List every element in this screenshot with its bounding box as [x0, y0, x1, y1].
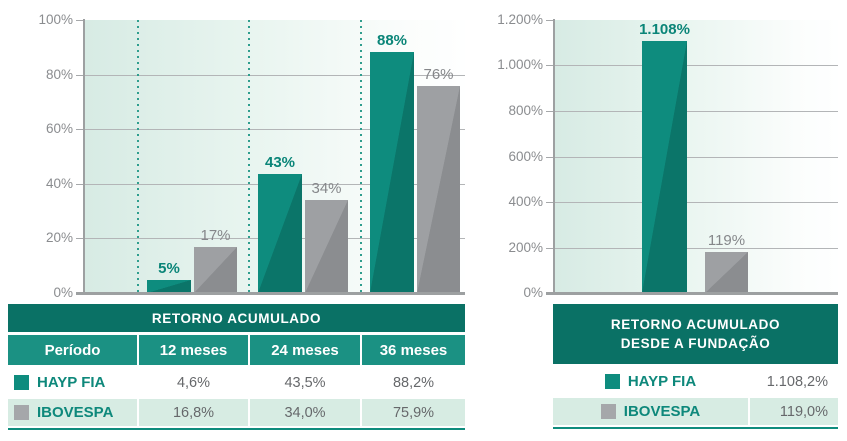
axis-tick	[76, 129, 84, 130]
group-separator-line	[360, 20, 362, 293]
axis-tick	[546, 20, 554, 21]
hayp-fia-label: HAYP FIA	[627, 373, 697, 390]
bar-ibovespa-total	[705, 252, 748, 293]
bar-ibovespa-12-meses	[194, 247, 237, 293]
ibovespa-label: IBOVESPA	[623, 403, 701, 420]
axis-tick	[76, 20, 84, 21]
hayp-fia-total-value: 1.108,2%	[750, 367, 838, 396]
axis-tick	[76, 184, 84, 185]
bar-value-label-ibovespa-36-meses: 76%	[423, 66, 454, 83]
ibovespa-row: IBOVESPA 16,8% 34,0% 75,9%	[8, 399, 465, 426]
y-axis-label: 100%	[38, 12, 73, 27]
y-axis-label: 800%	[508, 103, 543, 118]
cumulative-return-chart: 0% 20% 40% 60% 80% 100% 5% 17% 43% 34% 88% 76%	[38, 12, 465, 300]
y-axis-label: 80%	[45, 67, 73, 82]
y-axis-line	[553, 19, 555, 294]
bar-hayp-fia-24-meses	[258, 174, 302, 293]
cumulative-return-table: RETORNO ACUMULADO Período 12 meses 24 me…	[8, 304, 465, 430]
hayp-fia-12m-value: 4,6%	[139, 368, 248, 397]
axis-tick	[546, 111, 554, 112]
hayp-fia-row: HAYP FIA 1.108,2%	[553, 367, 838, 396]
y-axis-label: 40%	[45, 176, 73, 191]
table-header-row: Período 12 meses 24 meses 36 meses	[8, 335, 465, 365]
table-title-line1: RETORNO ACUMULADO	[610, 317, 781, 332]
group-separator-line	[248, 20, 250, 293]
hayp-fia-36m-value: 88,2%	[362, 368, 465, 397]
ibovespa-label: IBOVESPA	[37, 404, 114, 421]
12-meses-column-header: 12 meses	[139, 335, 248, 365]
gridline	[555, 157, 838, 158]
36-meses-column-header: 36 meses	[362, 335, 465, 365]
table-title-line2: DESDE A FUNDAÇÃO	[620, 336, 771, 351]
bar-value-label-hayp-fia-12-meses: 5%	[158, 260, 180, 277]
y-axis-label: 60%	[45, 121, 73, 136]
since-inception-chart: 0% 200% 400% 600% 800% 1.000% 1.200% 1.108% 119%	[497, 12, 838, 300]
bar-value-label-hayp-fia-total: 1.108%	[639, 21, 690, 38]
axis-tick	[546, 65, 554, 66]
ibovespa-total-value: 119,0%	[750, 398, 838, 425]
gridline	[85, 129, 465, 130]
ibovespa-row: IBOVESPA 119,0%	[553, 398, 838, 425]
y-axis-label: 0%	[53, 285, 73, 300]
gridline	[555, 202, 838, 203]
y-axis-line	[83, 19, 85, 294]
gridline	[85, 75, 465, 76]
gridline	[555, 248, 838, 249]
since-inception-table: RETORNO ACUMULADO DESDE A FUNDAÇÃO HAYP …	[553, 304, 838, 429]
y-axis-label: 1.000%	[497, 57, 543, 72]
bar-hayp-fia-12-meses	[147, 280, 191, 293]
bar-value-label-ibovespa-12-meses: 17%	[200, 227, 231, 244]
table-underline	[553, 427, 838, 429]
x-axis-line	[76, 292, 465, 295]
bar-value-label-hayp-fia-36-meses: 88%	[376, 32, 408, 49]
x-axis-line	[546, 292, 838, 295]
y-axis-label: 200%	[508, 240, 543, 255]
table-title: RETORNO ACUMULADO DESDE A FUNDAÇÃO	[553, 304, 838, 364]
group-separator-line	[137, 20, 139, 293]
hayp-fia-row: HAYP FIA 4,6% 43,5% 88,2%	[8, 368, 465, 397]
y-axis-label: 20%	[45, 230, 73, 245]
table-title: RETORNO ACUMULADO	[8, 304, 465, 332]
ibovespa-12m-value: 16,8%	[139, 399, 248, 426]
hayp-fia-label: HAYP FIA	[37, 374, 106, 391]
axis-tick	[546, 157, 554, 158]
hayp-fia-legend-swatch	[14, 375, 29, 390]
period-column-header: Período	[8, 335, 137, 365]
ibovespa-24m-value: 34,0%	[250, 399, 360, 426]
bar-hayp-fia-total	[642, 41, 687, 293]
gridline	[555, 65, 838, 66]
bar-value-label-ibovespa-total: 119%	[707, 232, 746, 249]
axis-tick	[546, 248, 554, 249]
bar-ibovespa-24-meses	[305, 200, 348, 293]
bar-value-label-hayp-fia-24-meses: 43%	[264, 154, 296, 171]
gridline	[555, 111, 838, 112]
axis-tick	[76, 238, 84, 239]
y-axis-label: 400%	[508, 194, 543, 209]
axis-tick	[76, 75, 84, 76]
ibovespa-legend-swatch	[600, 404, 616, 419]
hayp-fia-legend-swatch	[604, 374, 620, 389]
ibovespa-legend-swatch	[14, 405, 29, 420]
axis-tick	[546, 202, 554, 203]
ibovespa-36m-value: 75,9%	[362, 399, 465, 426]
bar-ibovespa-36-meses	[417, 86, 460, 293]
bar-hayp-fia-36-meses	[370, 52, 414, 293]
y-axis-label: 600%	[508, 149, 543, 164]
hayp-fia-24m-value: 43,5%	[250, 368, 360, 397]
bar-value-label-ibovespa-24-meses: 34%	[311, 180, 342, 197]
y-axis-label: 0%	[523, 285, 543, 300]
table-underline	[8, 428, 465, 430]
24-meses-column-header: 24 meses	[250, 335, 360, 365]
y-axis-label: 1.200%	[497, 12, 543, 27]
